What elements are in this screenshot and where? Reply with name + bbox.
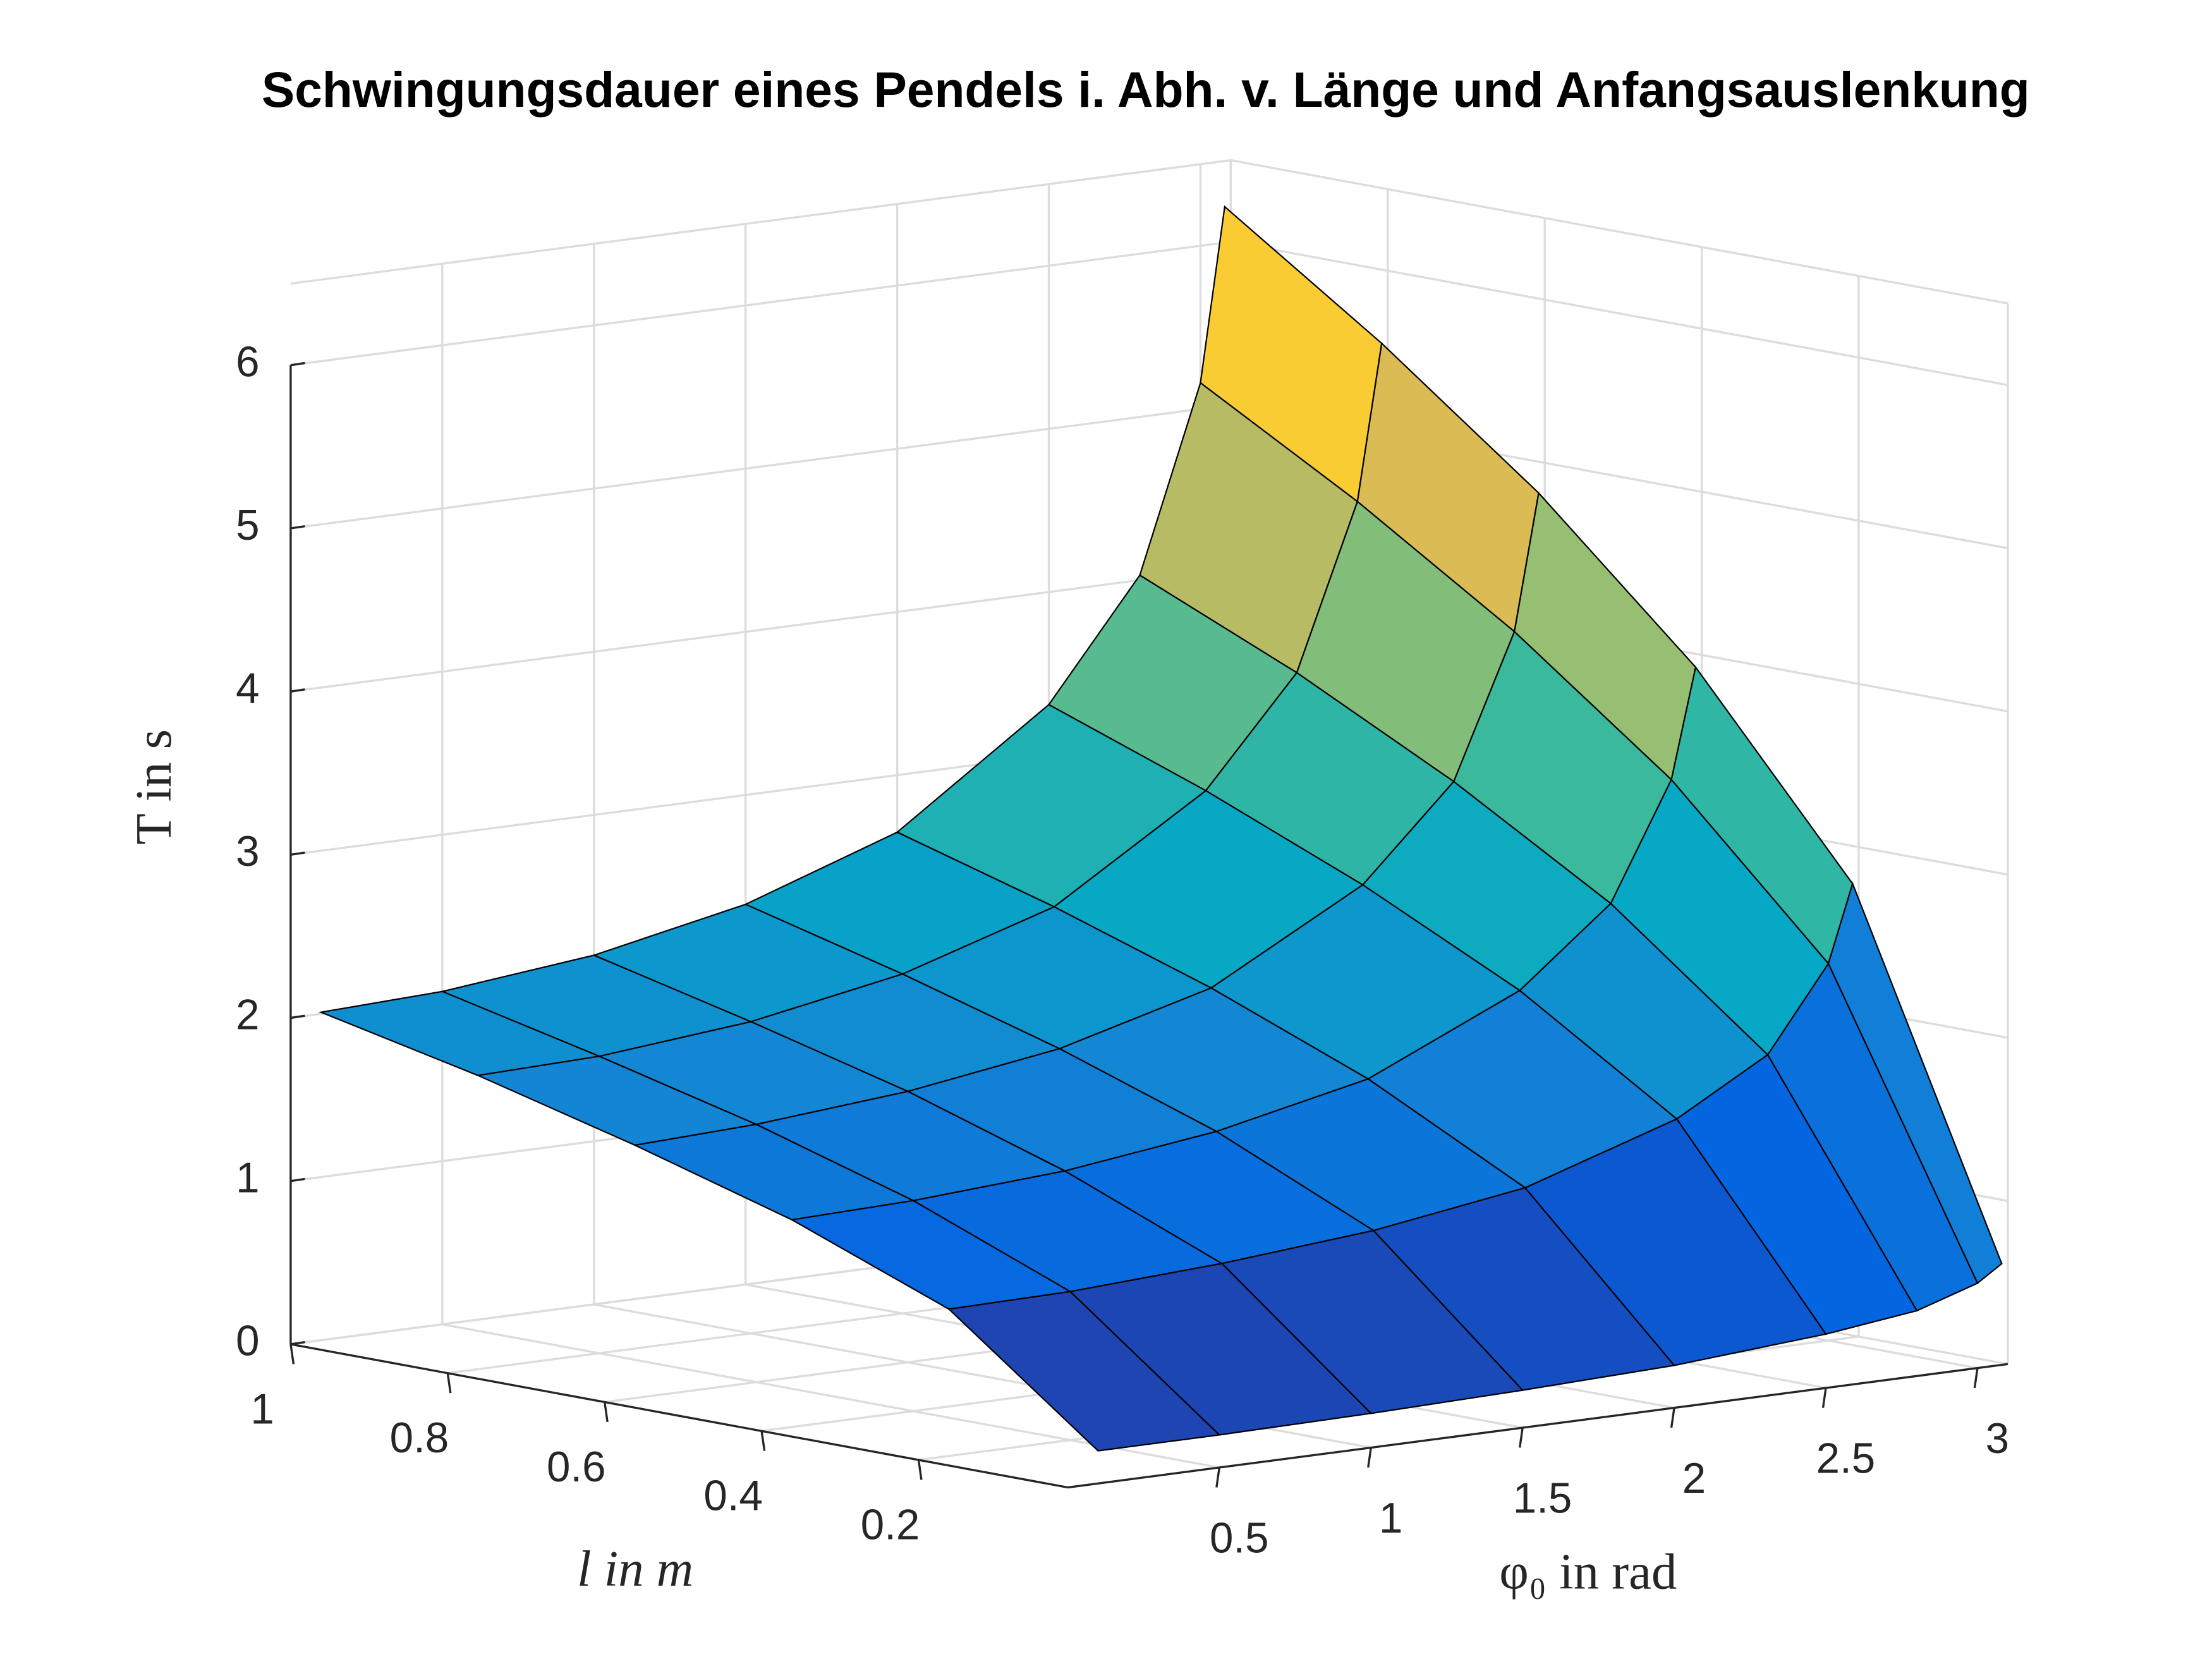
y-tick [1367,1447,1372,1468]
x-tick [760,1431,766,1451]
y-tick [1670,1407,1675,1428]
z-tick [290,688,305,693]
z-tick-label: 5 [236,502,259,549]
grid-line [290,567,1231,693]
x-tick [446,1373,452,1394]
z-tick-label: 1 [236,1155,259,1202]
z-tick [290,1340,305,1346]
y-axis [1067,1363,2008,1489]
x-tick [289,1344,295,1364]
axes: 0 1 2 3 4 5 6 0.2 0.4 0.6 0.8 1 0.5 1 1.5 2 2.5 3 [236,339,2009,1562]
grid-line [1231,240,2008,386]
grid-line [290,240,1231,367]
y-tick [1973,1368,1979,1389]
z-tick [290,851,305,856]
wall-edge [1231,159,2008,305]
y-tick-label: 0.5 [1210,1514,1269,1562]
wall-edge [290,159,1231,285]
grid-line [290,404,1231,530]
z-tick-label: 6 [236,339,259,386]
y-axis-label: φ₀ in rad [1499,1543,1677,1600]
chart-title: Schwingungsdauer eines Pendels i. Abh. v… [262,62,2030,118]
x-tick-label: 0.2 [861,1502,920,1549]
x-tick-label: 0.8 [390,1414,449,1462]
z-tick-label: 0 [236,1318,259,1365]
x-axis-label: l in m [577,1541,693,1597]
y-tick-label: 1 [1379,1495,1402,1542]
y-tick [1215,1467,1221,1488]
z-tick [290,525,305,530]
x-tick-label: 0.6 [547,1443,606,1491]
y-tick-label: 2 [1682,1455,1706,1502]
x-tick [917,1459,923,1480]
y-tick-label: 3 [1986,1415,2009,1462]
x-tick-label: 0.4 [703,1473,763,1520]
y-tick [1519,1427,1524,1448]
x-axis [290,1343,1068,1489]
y-tick-label: 1.5 [1513,1475,1572,1522]
x-tick [604,1402,609,1423]
z-tick-label: 3 [236,828,259,875]
z-axis-label: T in s [126,729,182,844]
z-tick [290,362,305,367]
y-tick [1821,1387,1827,1408]
x-tick-label: 1 [250,1385,274,1433]
surface-patch [947,1291,1221,1452]
z-tick [290,1014,305,1019]
surface [318,205,2003,1452]
y-tick-label: 2.5 [1816,1435,1876,1483]
z-tick [290,1177,305,1182]
z-tick-label: 2 [236,991,259,1038]
z-tick-label: 4 [236,665,259,712]
